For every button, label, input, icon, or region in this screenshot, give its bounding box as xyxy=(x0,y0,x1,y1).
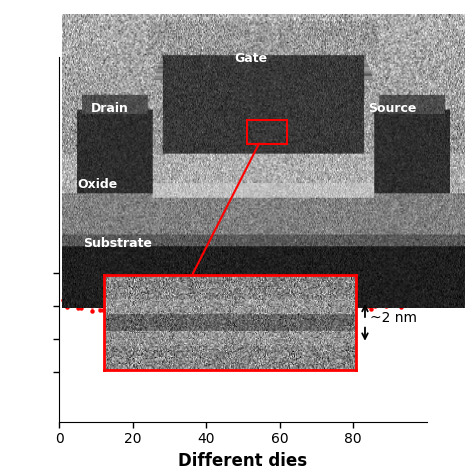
X-axis label: Different dies: Different dies xyxy=(178,452,308,470)
Text: Source: Source xyxy=(368,102,416,115)
Text: Drain: Drain xyxy=(91,102,129,115)
Bar xyxy=(247,120,287,144)
Text: Oxide: Oxide xyxy=(78,178,118,191)
Text: Gate: Gate xyxy=(235,52,267,65)
Text: ~2 nm: ~2 nm xyxy=(370,310,417,325)
Text: Substrate: Substrate xyxy=(83,237,153,250)
